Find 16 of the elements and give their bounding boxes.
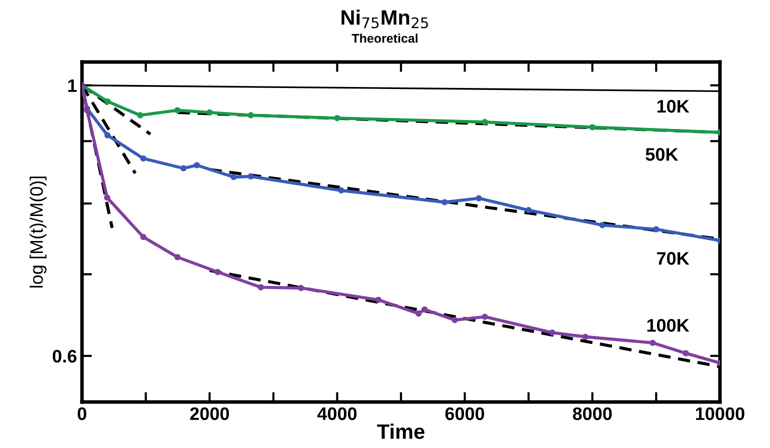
x-tick-label: 6000 [445, 407, 484, 420]
x-tick-label: 0 [78, 407, 86, 420]
x-axis-title: Time [377, 424, 424, 439]
y-axis-title: log [M(t)/M(0)] [30, 176, 46, 288]
x-tick-label: 8000 [572, 407, 612, 420]
x-tick-label: 2000 [190, 407, 229, 420]
y-tick-label: 0.6 [52, 350, 76, 363]
x-tick-label: 4000 [317, 407, 357, 420]
series-label: 100K [647, 318, 690, 332]
y-tick-label: 1 [68, 79, 77, 92]
x-tick-label: 10000 [696, 407, 744, 420]
series-label: 70K [657, 252, 690, 265]
chart-subtitle: Theoretical [352, 34, 418, 43]
chart-title: Ni$_{75}$Mn$_{25}$ [342, 10, 428, 28]
series-label: 50K [646, 148, 678, 161]
series-label: 10K [657, 100, 690, 113]
